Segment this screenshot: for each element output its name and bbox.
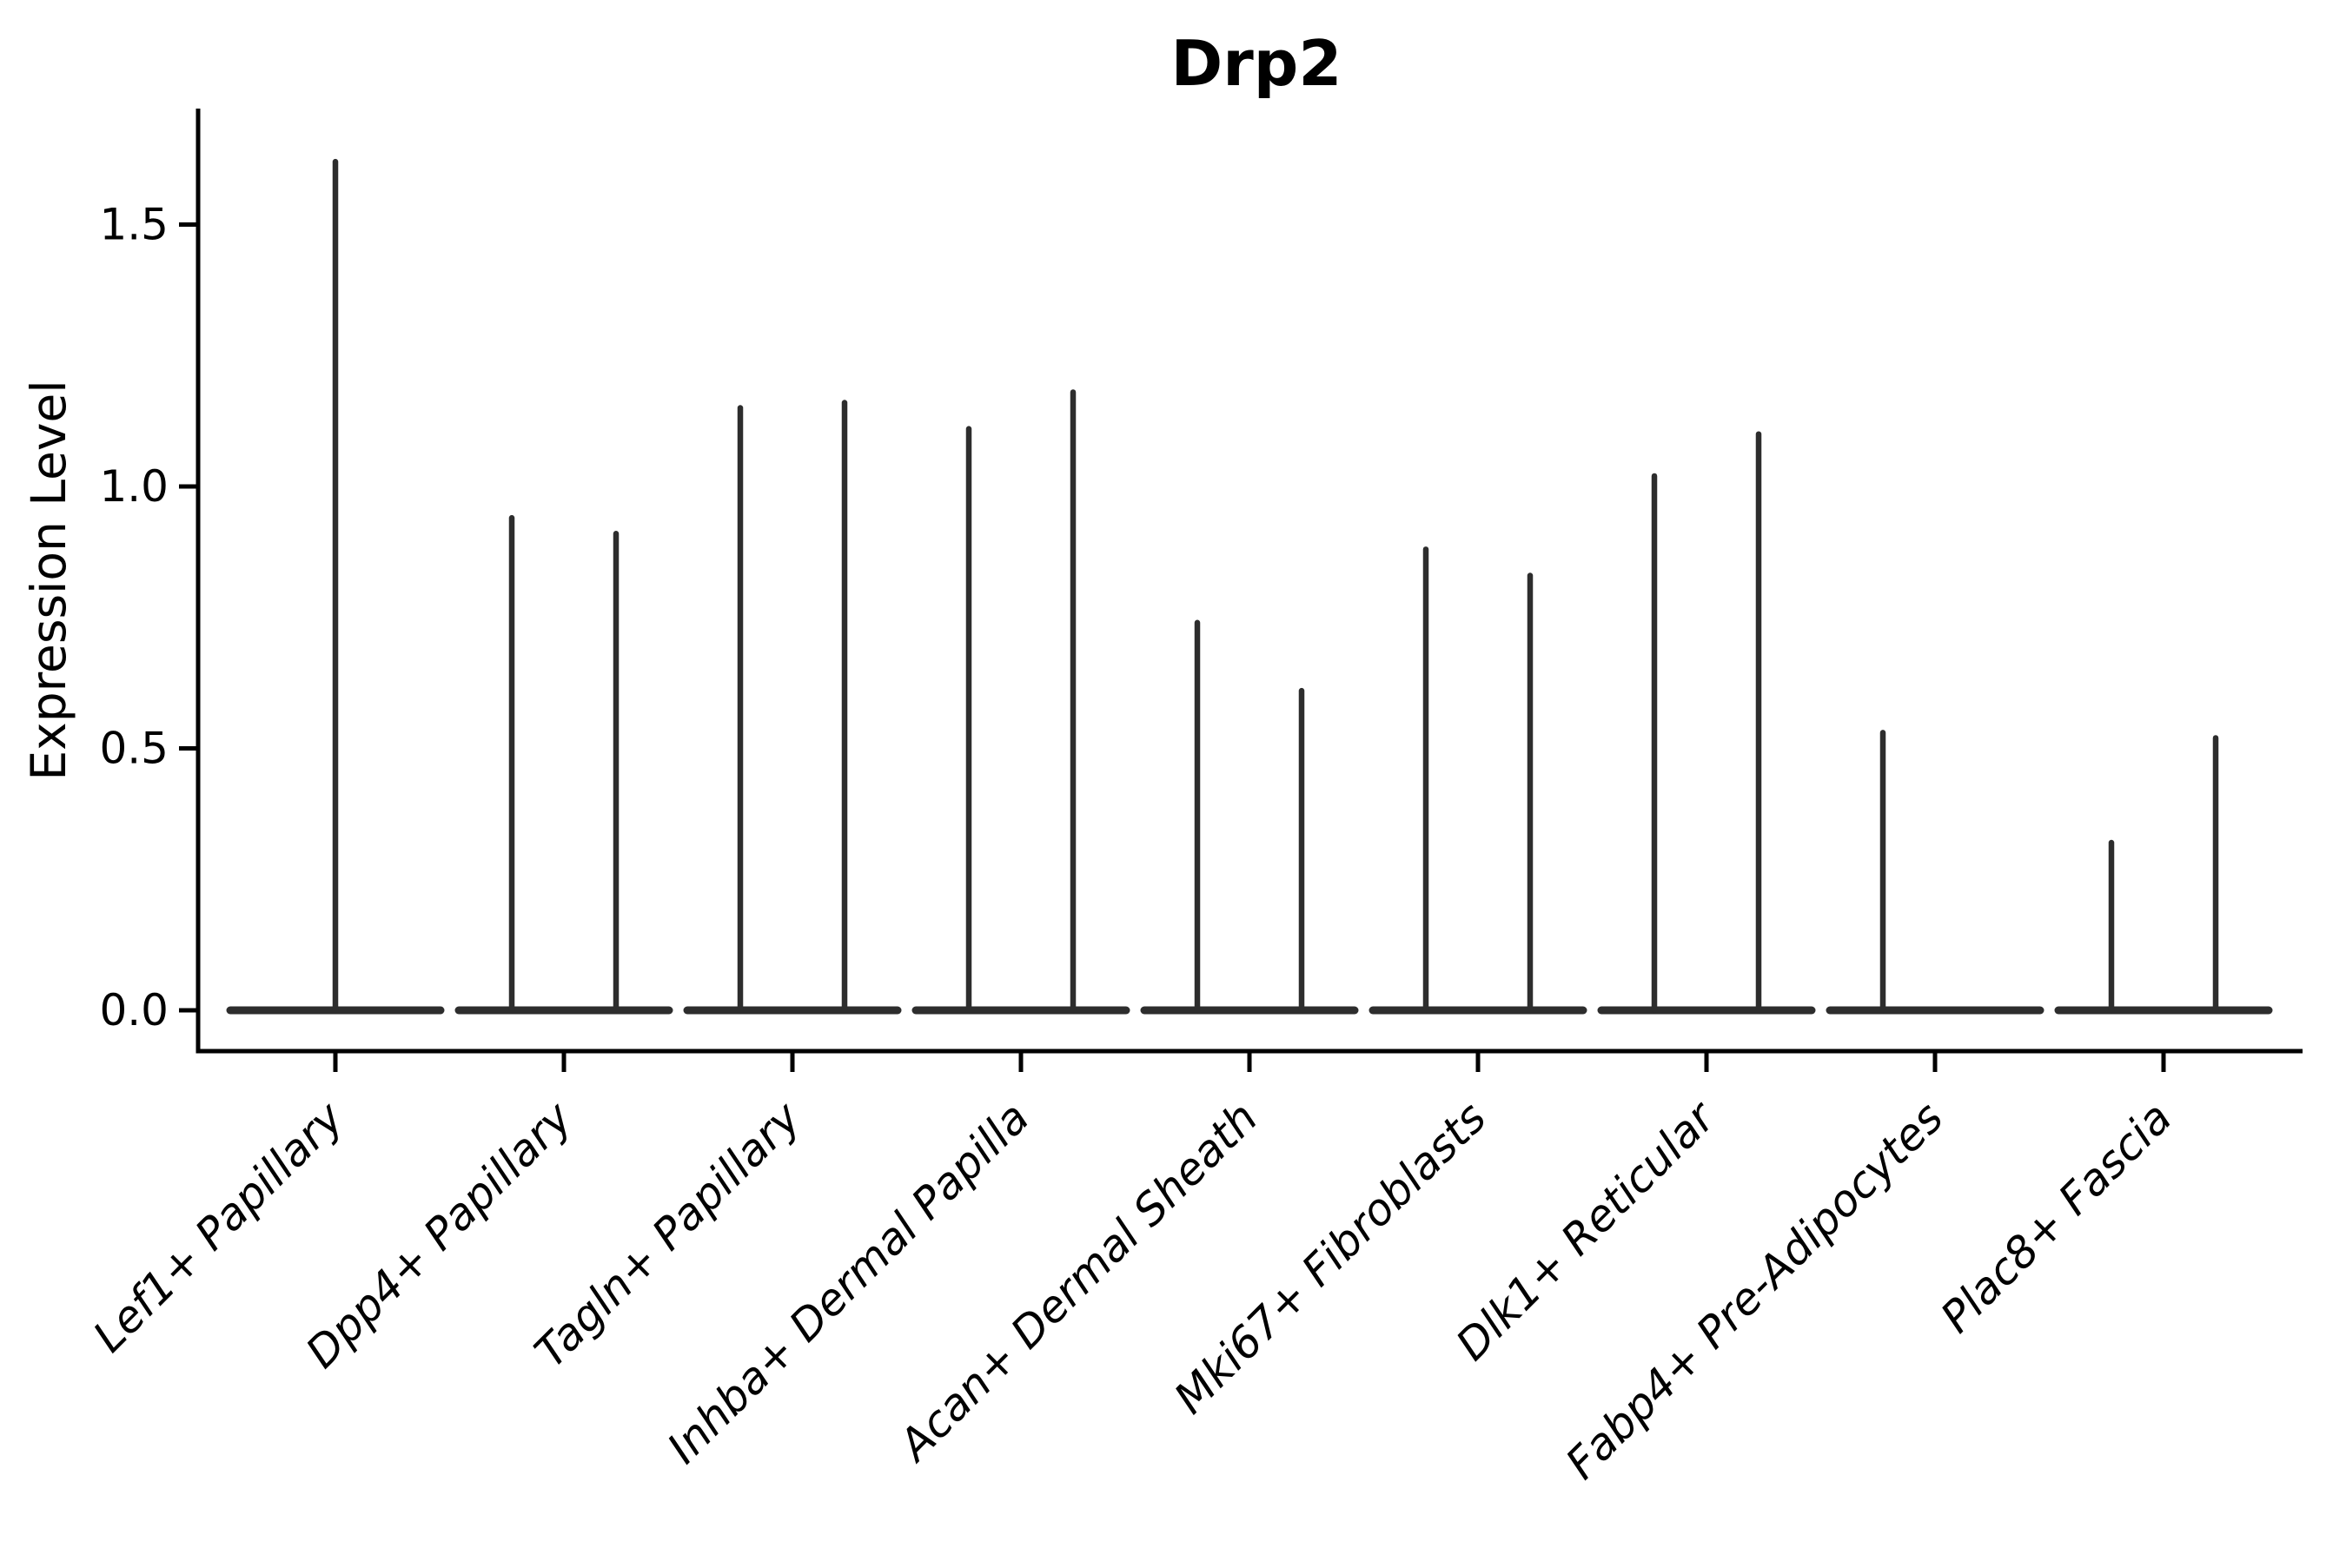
axes: [179, 109, 2303, 1072]
y-tick-label: 0.0: [99, 985, 169, 1035]
x-tick-label: Plac8+ Fascia: [1932, 1092, 2182, 1342]
plot-title: Drp2: [1171, 27, 1342, 100]
y-tick-labels: 0.0 0.5 1.0 1.5: [99, 200, 169, 1036]
y-tick-label: 1.0: [99, 461, 169, 512]
x-tick-label: Acan+ Dermal Sheath: [888, 1092, 1268, 1472]
x-tick-label: Fabp4+ Pre-Adipocytes: [1556, 1092, 1953, 1489]
y-tick-label: 1.5: [99, 200, 169, 250]
violin-glyphs: [226, 158, 2273, 1015]
x-tick-label: Lef1+ Papillary: [83, 1091, 354, 1361]
y-axis-label: Expression Level: [21, 380, 76, 780]
x-tick-label: Inhba+ Dermal Papilla: [658, 1092, 1038, 1472]
y-tick-label: 0.5: [99, 724, 169, 774]
